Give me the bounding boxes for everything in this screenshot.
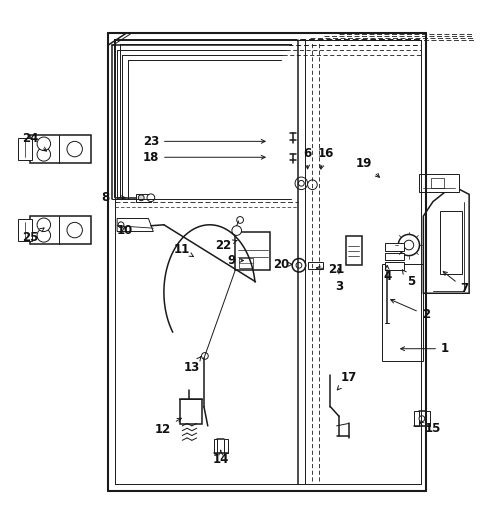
- Text: 1: 1: [400, 342, 448, 355]
- Text: 10: 10: [116, 224, 132, 237]
- Circle shape: [67, 141, 82, 157]
- Polygon shape: [413, 412, 418, 426]
- Circle shape: [295, 263, 301, 268]
- Circle shape: [403, 240, 413, 250]
- Text: 20: 20: [272, 258, 292, 271]
- Text: 17: 17: [336, 371, 356, 390]
- Bar: [235, 231, 270, 270]
- Circle shape: [37, 147, 50, 161]
- Text: 19: 19: [355, 157, 378, 177]
- Bar: [384, 253, 403, 261]
- Circle shape: [418, 416, 424, 421]
- Bar: [418, 174, 458, 192]
- Text: 14: 14: [212, 450, 228, 466]
- Text: 3: 3: [334, 268, 342, 293]
- Bar: [381, 264, 423, 361]
- Polygon shape: [423, 188, 468, 293]
- Text: 2: 2: [390, 299, 429, 321]
- Circle shape: [37, 137, 50, 151]
- Bar: [238, 257, 253, 268]
- Circle shape: [37, 229, 50, 242]
- Bar: [346, 236, 361, 265]
- Polygon shape: [30, 135, 91, 163]
- Text: 7: 7: [442, 271, 468, 295]
- Circle shape: [201, 352, 208, 359]
- Text: 25: 25: [22, 228, 44, 244]
- Text: 16: 16: [317, 147, 333, 169]
- Circle shape: [397, 235, 419, 256]
- Text: 9: 9: [227, 254, 243, 267]
- Text: 22: 22: [214, 239, 237, 252]
- Text: 5: 5: [401, 270, 415, 288]
- Text: 12: 12: [154, 418, 181, 436]
- Text: 18: 18: [142, 151, 265, 164]
- Bar: [307, 263, 322, 269]
- Bar: [18, 139, 32, 160]
- Text: 6: 6: [303, 147, 311, 169]
- Circle shape: [236, 216, 243, 223]
- Text: 8: 8: [101, 192, 125, 204]
- Text: 24: 24: [22, 132, 46, 151]
- Bar: [384, 263, 403, 270]
- Text: 15: 15: [419, 422, 440, 435]
- Circle shape: [231, 226, 241, 236]
- Text: 21: 21: [316, 263, 344, 276]
- Text: 4: 4: [382, 265, 391, 283]
- Circle shape: [291, 258, 305, 272]
- Polygon shape: [117, 218, 153, 231]
- Polygon shape: [224, 439, 227, 454]
- Circle shape: [138, 195, 144, 201]
- Circle shape: [298, 181, 303, 186]
- Bar: [439, 211, 461, 274]
- Circle shape: [37, 218, 50, 231]
- Polygon shape: [30, 216, 91, 244]
- Circle shape: [294, 177, 307, 189]
- Text: 13: 13: [183, 357, 201, 375]
- Bar: [430, 177, 443, 188]
- Polygon shape: [136, 194, 151, 202]
- Bar: [180, 399, 201, 425]
- Text: 23: 23: [142, 135, 265, 148]
- Circle shape: [118, 222, 123, 228]
- Polygon shape: [424, 412, 429, 426]
- Circle shape: [307, 180, 317, 189]
- Bar: [384, 243, 403, 251]
- Circle shape: [67, 222, 82, 238]
- Polygon shape: [213, 439, 217, 454]
- Bar: [18, 220, 32, 241]
- Circle shape: [147, 194, 154, 202]
- Text: 11: 11: [174, 243, 193, 256]
